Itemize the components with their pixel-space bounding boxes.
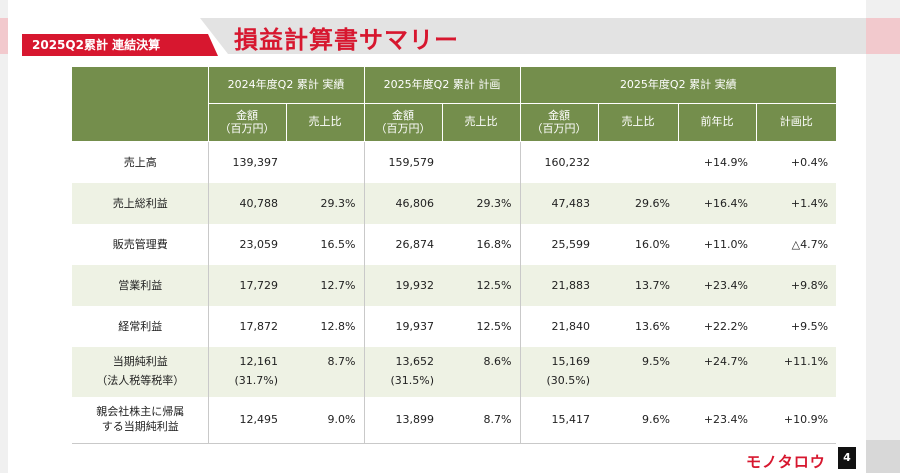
row-label: 経常利益: [118, 320, 163, 333]
cell-vs-plan: △4.7%: [791, 237, 829, 251]
cell-amount-2024: 17,729: [207, 264, 286, 306]
table-row: 当期純利益 （法人税等税率） 12,161 (31.7%) 8.7% 13,652(…: [72, 346, 837, 397]
cell-amount-2024: 17,872: [207, 305, 286, 347]
cell-amount-2025-plan: 159,579: [363, 141, 442, 183]
cell-yoy: +24.7%: [678, 346, 756, 397]
row-label: 親会社株主に帰属 する当期純利益: [72, 396, 208, 444]
row-label: 営業利益: [72, 264, 208, 306]
cell-amount-2025-plan: 13,899: [363, 396, 442, 444]
cell-amount-2025-plan: 26,874: [363, 223, 442, 265]
cell-amount-2025-plan: 19,937: [363, 305, 442, 347]
cell-ratio-2025: 9.5%: [598, 346, 678, 397]
cell-ratio-2025-plan: [442, 141, 520, 183]
cell-yoy: +22.2%: [703, 319, 748, 333]
row-label: 売上総利益: [72, 182, 208, 224]
header-blank: [72, 67, 208, 142]
subheader-yoy: 前年比: [677, 103, 756, 142]
cell-vs-plan: +10.9%: [756, 396, 837, 444]
cell-amount-2024: 139,397: [207, 141, 286, 183]
subheader-amount: 金額 （百万円）: [363, 103, 442, 142]
cell-amount-2025: 160,232: [519, 141, 598, 183]
cell-ratio-2025: 13.6%: [635, 319, 670, 333]
cell-amount-2024: 12,495: [207, 396, 286, 444]
cell-yoy: +16.4%: [678, 182, 756, 224]
cell-yoy: +23.4%: [678, 396, 756, 444]
subheader-sales-ratio: 売上比: [441, 103, 520, 142]
cell-ratio-2025-plan: 8.7%: [442, 396, 520, 444]
subheader-amount: 金額 （百万円）: [519, 103, 598, 142]
subheader-sales-ratio: 売上比: [285, 103, 364, 142]
cell-ratio-2024: 9.0%: [286, 396, 364, 444]
row-label: 売上高: [123, 156, 157, 169]
subheader-vs-plan: 計画比: [755, 103, 837, 142]
cell-ratio-2024: 16.5%: [320, 237, 356, 251]
cell-ratio-2025: 13.7%: [598, 264, 678, 306]
cell-ratio-2025: 9.6%: [598, 396, 678, 444]
table-row: 親会社株主に帰属 する当期純利益 12,495 9.0% 13,899 8.7% …: [72, 396, 837, 444]
cell-ratio-2025-plan: 8.6%: [442, 346, 520, 397]
cell-amount-2025: 25,599: [519, 223, 598, 265]
cell-vs-plan: +9.8%: [756, 264, 837, 306]
right-edge-decoration: [866, 18, 900, 54]
table-row: 営業利益 17,729 12.7% 19,932 12.5% 21,883 13…: [72, 264, 837, 306]
cell-ratio-2025: [598, 141, 678, 183]
right-edge-footer-decoration: [866, 440, 900, 473]
cell-ratio-2024: 12.7%: [286, 264, 364, 306]
group-header-2025-actual: 2025年度Q2 累計 実績: [519, 67, 837, 104]
cell-ratio-2025: 29.6%: [598, 182, 678, 224]
cell-vs-plan: +0.4%: [790, 155, 829, 169]
table-row: 経常利益 17,872 12.8% 19,937 12.5% 21,840 13…: [72, 305, 836, 347]
cell-ratio-2025: 16.0%: [635, 237, 670, 251]
cell-vs-plan: +9.5%: [790, 319, 829, 333]
cell-amount-2025: 47,483: [519, 182, 598, 224]
table-row: 売上高 139,397 159,579 160,232 +14.9% +0.4%: [72, 141, 836, 183]
table-row: 売上総利益 40,788 29.3% 46,806 29.3% 47,483 2…: [72, 182, 837, 224]
section-tag: 2025Q2累計 連結決算: [22, 34, 218, 56]
cell-amount-2025-plan: 13,652 (31.5%): [363, 346, 442, 397]
header-band: [200, 18, 866, 54]
cell-amount-2025: 21,883: [519, 264, 598, 306]
cell-ratio-2024: 12.8%: [320, 319, 356, 333]
cell-amount-2025: 21,840: [519, 305, 598, 347]
row-label: 当期純利益 （法人税等税率）: [72, 346, 208, 397]
cell-ratio-2024: 8.7%: [286, 346, 364, 397]
company-logo: モノタロウ: [746, 453, 826, 471]
cell-amount-2024: 40,788: [207, 182, 286, 224]
income-statement-table: 2024年度Q2 累計 実績 2025年度Q2 累計 計画 2025年度Q2 累…: [72, 67, 837, 444]
cell-ratio-2025-plan: 29.3%: [442, 182, 520, 224]
cell-ratio-2025-plan: 16.8%: [476, 237, 512, 251]
cell-vs-plan: +11.1%: [756, 346, 837, 397]
cell-yoy: +23.4%: [678, 264, 756, 306]
group-header-2025-plan: 2025年度Q2 累計 計画: [363, 67, 520, 104]
page-title: 損益計算書サマリー: [234, 26, 459, 54]
cell-amount-2025-plan: 46,806: [363, 182, 442, 224]
cell-ratio-2025-plan: 12.5%: [476, 319, 512, 333]
cell-amount-2024: 12,161 (31.7%): [207, 346, 286, 397]
table-row: 販売管理費 23,059 16.5% 26,874 16.8% 25,599 1…: [72, 223, 836, 265]
page-number: 4: [838, 447, 856, 469]
cell-yoy: +11.0%: [703, 237, 748, 251]
cell-ratio-2024: 29.3%: [286, 182, 364, 224]
row-label: 販売管理費: [112, 238, 168, 251]
group-header-2024-actual: 2024年度Q2 累計 実績: [207, 67, 364, 104]
subheader-amount: 金額 （百万円）: [207, 103, 286, 142]
cell-amount-2025-plan: 19,932: [363, 264, 442, 306]
subheader-sales-ratio: 売上比: [597, 103, 678, 142]
cell-yoy: +14.9%: [703, 155, 748, 169]
cell-amount-2024: 23,059: [207, 223, 286, 265]
cell-ratio-2025-plan: 12.5%: [442, 264, 520, 306]
cell-amount-2025: 15,169 (30.5%): [519, 346, 598, 397]
cell-ratio-2024: [286, 141, 364, 183]
cell-vs-plan: +1.4%: [756, 182, 837, 224]
cell-amount-2025: 15,417: [519, 396, 598, 444]
